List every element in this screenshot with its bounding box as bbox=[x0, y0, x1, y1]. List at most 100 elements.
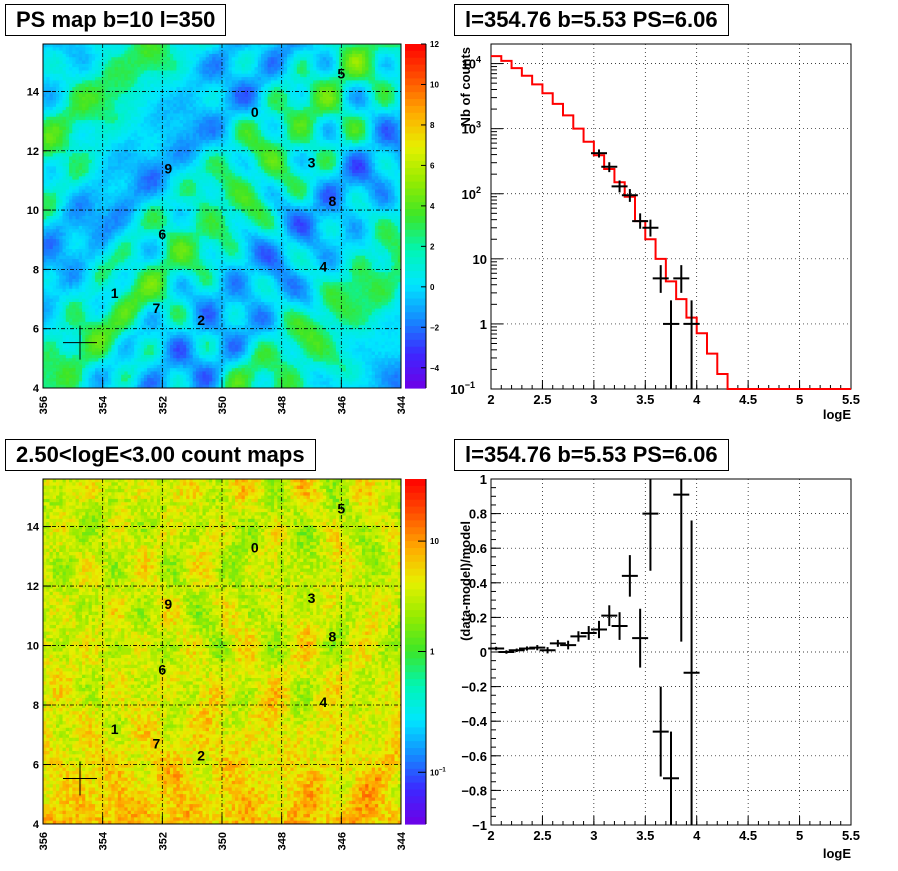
map-cell bbox=[378, 120, 382, 124]
map-cell bbox=[242, 130, 246, 134]
map-cell bbox=[342, 94, 346, 98]
map-cell bbox=[271, 153, 275, 157]
map-cell bbox=[76, 51, 80, 55]
map-cell bbox=[238, 156, 242, 160]
map-cell bbox=[255, 80, 259, 84]
map-cell bbox=[98, 127, 102, 131]
map-cell bbox=[193, 84, 197, 88]
map-cell bbox=[336, 87, 340, 91]
map-cell bbox=[102, 130, 106, 134]
map-cell bbox=[150, 166, 154, 170]
map-cell bbox=[98, 80, 102, 84]
map-cell bbox=[359, 64, 363, 68]
map-cell bbox=[346, 127, 350, 131]
map-cell bbox=[310, 113, 314, 117]
map-cell bbox=[176, 153, 180, 157]
map-cell bbox=[66, 123, 70, 127]
map-cell bbox=[333, 54, 337, 58]
map-cell bbox=[349, 97, 353, 101]
map-cell bbox=[313, 173, 317, 177]
map-cell bbox=[66, 120, 70, 124]
map-cell bbox=[137, 117, 141, 121]
map-cell bbox=[115, 61, 119, 65]
map-cell bbox=[277, 47, 281, 51]
map-cell bbox=[394, 57, 398, 61]
map-cell bbox=[50, 87, 54, 91]
map-cell bbox=[72, 51, 76, 55]
map-cell bbox=[43, 117, 47, 121]
map-cell bbox=[183, 74, 187, 78]
map-cell bbox=[180, 163, 184, 167]
map-cell bbox=[258, 77, 262, 81]
map-cell bbox=[95, 100, 99, 104]
map-cell bbox=[212, 137, 216, 141]
map-cell bbox=[157, 77, 161, 81]
map-cell bbox=[261, 163, 265, 167]
map-cell bbox=[381, 84, 385, 88]
map-cell bbox=[50, 67, 54, 71]
map-cell bbox=[72, 176, 76, 180]
map-cell bbox=[69, 57, 73, 61]
map-cell bbox=[375, 123, 379, 127]
map-cell bbox=[137, 64, 141, 68]
map-cell bbox=[381, 173, 385, 177]
map-cell bbox=[199, 64, 203, 68]
map-cell bbox=[297, 143, 301, 147]
map-cell bbox=[170, 84, 174, 88]
map-cell bbox=[274, 54, 278, 58]
map-cell bbox=[163, 130, 167, 134]
map-cell bbox=[378, 87, 382, 91]
map-cell bbox=[352, 44, 356, 48]
map-cell bbox=[359, 57, 363, 61]
map-cell bbox=[362, 64, 366, 68]
map-cell bbox=[300, 130, 304, 134]
map-cell bbox=[355, 57, 359, 61]
map-cell bbox=[102, 137, 106, 141]
map-cell bbox=[368, 47, 372, 51]
map-cell bbox=[167, 140, 171, 144]
map-cell bbox=[248, 54, 252, 58]
map-cell bbox=[150, 143, 154, 147]
map-cell bbox=[141, 77, 145, 81]
map-cell bbox=[141, 160, 145, 164]
map-cell bbox=[313, 70, 317, 74]
map-cell bbox=[336, 117, 340, 121]
map-cell bbox=[284, 123, 288, 127]
map-cell bbox=[375, 94, 379, 98]
map-cell bbox=[79, 80, 83, 84]
map-cell bbox=[229, 70, 233, 74]
map-cell bbox=[346, 170, 350, 174]
map-cell bbox=[359, 84, 363, 88]
map-cell bbox=[59, 104, 63, 108]
map-cell bbox=[118, 156, 122, 160]
map-cell bbox=[102, 117, 106, 121]
map-cell bbox=[264, 173, 268, 177]
map-cell bbox=[85, 94, 89, 98]
map-cell bbox=[375, 130, 379, 134]
map-cell bbox=[388, 100, 392, 104]
map-cell bbox=[69, 127, 73, 131]
map-cell bbox=[102, 120, 106, 124]
map-cell bbox=[238, 47, 242, 51]
map-cell bbox=[212, 113, 216, 117]
map-cell bbox=[56, 147, 60, 151]
map-cell bbox=[307, 74, 311, 78]
map-cell bbox=[111, 51, 115, 55]
map-cell bbox=[242, 54, 246, 58]
map-cell bbox=[121, 137, 125, 141]
map-cell bbox=[320, 51, 324, 55]
map-cell bbox=[163, 94, 167, 98]
map-cell bbox=[342, 166, 346, 170]
map-cell bbox=[329, 51, 333, 55]
map-cell bbox=[150, 104, 154, 108]
map-cell bbox=[196, 173, 200, 177]
map-cell bbox=[144, 80, 148, 84]
map-cell bbox=[85, 163, 89, 167]
map-cell bbox=[134, 123, 138, 127]
map-cell bbox=[329, 147, 333, 151]
map-cell bbox=[102, 110, 106, 114]
map-cell bbox=[46, 147, 50, 151]
map-cell bbox=[394, 120, 398, 124]
map-cell bbox=[56, 74, 60, 78]
map-cell bbox=[108, 140, 112, 144]
